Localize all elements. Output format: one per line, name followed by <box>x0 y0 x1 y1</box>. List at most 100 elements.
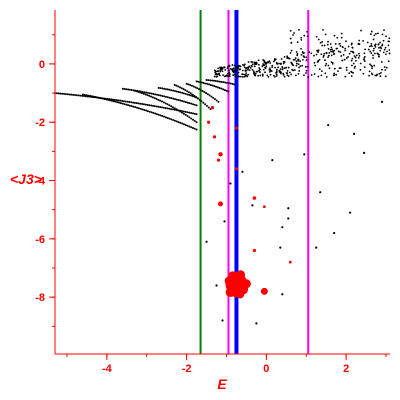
band-point <box>247 66 250 68</box>
band-point <box>226 67 229 70</box>
branch-point <box>173 98 176 101</box>
branch-point <box>195 113 198 116</box>
band-point <box>300 47 302 50</box>
branch-point <box>207 79 210 82</box>
band-point <box>302 58 304 61</box>
band-point <box>295 62 298 65</box>
band-point <box>233 64 236 67</box>
branch-point <box>212 96 215 99</box>
band-point <box>231 64 234 66</box>
branch-point <box>123 103 126 106</box>
branch-point <box>105 98 108 101</box>
branch-point <box>207 83 210 86</box>
branch-point <box>161 87 164 90</box>
branch-point <box>99 97 102 100</box>
scatter-point <box>251 204 254 207</box>
band-point <box>273 58 276 61</box>
branch-point <box>164 102 167 105</box>
branch-point <box>182 110 185 113</box>
branch-point <box>173 119 176 122</box>
branch-point <box>125 103 128 106</box>
branch-point <box>175 84 178 87</box>
band-point <box>290 73 293 76</box>
branch-point <box>184 92 187 95</box>
band-point <box>370 72 373 75</box>
branch-point <box>168 117 171 120</box>
branch-point <box>127 88 130 91</box>
branch-point <box>188 91 190 94</box>
branch-point <box>197 80 200 83</box>
branch-point <box>173 90 176 93</box>
band-point <box>274 66 276 69</box>
band-point <box>344 49 347 52</box>
band-point <box>378 72 381 75</box>
branch-point <box>136 106 139 109</box>
branch-point <box>209 108 212 111</box>
band-point <box>333 67 336 70</box>
branch-point <box>188 125 191 128</box>
band-point <box>367 48 370 51</box>
band-point <box>294 69 296 71</box>
band-point <box>384 46 387 49</box>
band-point <box>286 55 289 58</box>
branch-point <box>224 81 227 84</box>
band-point <box>283 67 286 69</box>
band-point <box>380 47 383 50</box>
band-point <box>223 66 226 69</box>
band-point <box>333 34 336 37</box>
branch-point <box>177 90 180 93</box>
branch-point <box>157 94 160 97</box>
branch-point <box>145 91 148 94</box>
band-point <box>337 70 339 73</box>
band-point <box>283 75 286 78</box>
branch-point <box>216 80 219 83</box>
band-point <box>325 75 328 78</box>
band-point <box>228 64 231 67</box>
branch-point <box>121 102 124 105</box>
branch-point <box>188 116 191 119</box>
band-point <box>292 58 295 61</box>
highlight-point <box>242 279 251 289</box>
band-point <box>213 75 216 78</box>
branch-point <box>159 87 162 90</box>
band-point <box>388 49 391 51</box>
band-point <box>305 56 308 59</box>
band-point <box>368 74 371 77</box>
band-point <box>387 44 390 47</box>
branch-point <box>177 121 180 124</box>
band-point <box>315 53 318 56</box>
scatter-point <box>229 182 232 185</box>
band-point <box>268 60 271 63</box>
band-point <box>279 63 282 66</box>
band-point <box>258 67 261 69</box>
band-point <box>279 68 282 70</box>
branch-point <box>199 81 202 84</box>
band-point <box>222 74 224 77</box>
branch-point <box>163 95 166 98</box>
band-point <box>275 71 277 74</box>
branch-point <box>190 102 193 105</box>
branch-point <box>193 94 196 97</box>
scatter-point <box>205 240 208 243</box>
band-point <box>320 74 323 77</box>
band-point <box>269 73 272 76</box>
branch-point <box>229 82 232 85</box>
branch-point <box>227 82 230 85</box>
band-point <box>337 50 340 53</box>
branch-point <box>112 100 115 103</box>
band-point <box>290 42 293 44</box>
band-point <box>340 36 343 39</box>
branch-point <box>98 96 101 99</box>
branch-point <box>68 93 71 96</box>
band-point <box>347 55 349 58</box>
branch-point <box>159 94 162 97</box>
band-point <box>267 76 270 78</box>
branch-point <box>184 113 187 116</box>
band-point <box>243 63 246 66</box>
scatter-point <box>315 246 318 249</box>
band-point <box>374 32 377 35</box>
branch-point <box>107 98 110 101</box>
band-point <box>263 64 266 66</box>
band-point <box>353 67 356 69</box>
band-point <box>303 74 305 77</box>
